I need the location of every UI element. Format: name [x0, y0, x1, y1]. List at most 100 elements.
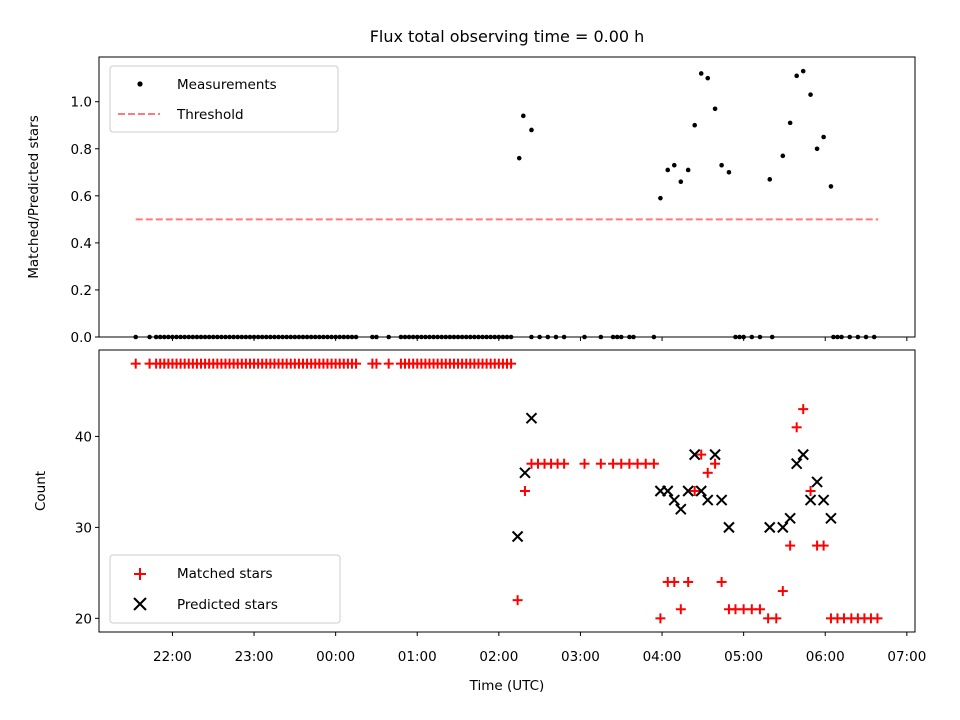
x-tick-label: 22:00: [153, 649, 192, 665]
x-tick-label: 02:00: [479, 649, 518, 665]
predicted-x-b: [511, 530, 524, 543]
x-axis-label: Time (UTC): [469, 678, 545, 694]
measurement-point: [719, 162, 724, 168]
top-y-ticks: 0.0 0.2 0.4 0.6 0.8 1.0: [71, 95, 99, 346]
y-tick-label: 0.4: [71, 236, 92, 252]
legend-threshold-label: Threshold: [176, 107, 244, 123]
measurement-point: [828, 184, 834, 189]
bottom-y-axis-label: Count: [33, 471, 49, 511]
predicted-star-point: [817, 494, 830, 506]
predicted-star-point: [695, 485, 707, 497]
measurement-point: [692, 122, 697, 128]
measurement-point: [698, 71, 704, 76]
measurement-point: [767, 177, 773, 182]
measurement-point: [671, 162, 677, 168]
predicted-x-b: [662, 485, 674, 497]
matched-star-point: [559, 458, 570, 469]
top-legend: Measurements Threshold: [109, 65, 339, 133]
measurement-point: [800, 68, 806, 74]
measurement-point: [808, 92, 813, 97]
measurement-point: [521, 113, 526, 119]
matched-star-point: [689, 486, 700, 496]
predicted-star-point: [723, 521, 735, 534]
matched-star-point: [754, 604, 765, 615]
x-tick-label: 01:00: [398, 649, 437, 665]
matched-star-point: [798, 404, 809, 415]
matched-star-point: [785, 540, 796, 551]
measurement-point: [516, 155, 522, 161]
measurement-point: [794, 73, 799, 79]
predicted-star-point: [668, 494, 680, 506]
matched-star-point: [710, 458, 721, 469]
predicted-star-point: [702, 494, 714, 506]
predicted-star-point: [511, 530, 524, 543]
predicted-x-b: [777, 521, 789, 534]
matched-star-point: [791, 422, 802, 433]
y-tick-label: 1.0: [71, 95, 92, 111]
measurement-point: [678, 179, 684, 185]
legend-measurements-label: Measurements: [177, 77, 277, 93]
predicted-x-b: [688, 448, 701, 461]
predicted-x-b: [804, 494, 817, 506]
matched-star-point: [872, 613, 883, 624]
matched-star-point: [771, 613, 782, 624]
predicted-x-b: [702, 494, 714, 506]
top-marks: [133, 68, 879, 340]
predicted-x-b: [682, 485, 694, 497]
y-tick-label: 40: [75, 429, 92, 445]
matched-star-point: [595, 458, 606, 469]
predicted-x-b: [709, 448, 721, 461]
measurement-point: [787, 120, 793, 126]
legend-measurements-marker: [137, 81, 143, 87]
matched-star-point: [696, 449, 707, 460]
matched-star-point: [383, 358, 394, 369]
predicted-x-b: [764, 521, 776, 534]
measurement-point: [705, 75, 711, 81]
predicted-x-b: [519, 467, 531, 479]
legend-matched-label: Matched stars: [177, 566, 273, 582]
predicted-star-point: [764, 521, 776, 534]
measurement-point: [726, 169, 732, 175]
predicted-star-point: [682, 485, 694, 497]
bottom-x-ticks: 22:00 23:00 00:00 01:00 02:00 03:00 04:00 05:00…: [153, 632, 926, 665]
predicted-star-point: [784, 512, 796, 524]
matched-star-point: [579, 458, 590, 469]
predicted-star-point: [709, 448, 721, 461]
x-tick-label: 23:00: [235, 649, 274, 665]
predicted-x-b: [525, 412, 538, 424]
predicted-x-b: [825, 512, 837, 524]
predicted-x-b: [715, 494, 728, 506]
matched-star-point: [777, 586, 788, 597]
matched-star-point: [675, 604, 686, 615]
predicted-x-b: [723, 521, 735, 534]
predicted-star-point: [675, 503, 687, 515]
matched-star-point: [683, 576, 694, 587]
x-tick-label: 04:00: [643, 649, 682, 665]
x-tick-label: 00:00: [316, 649, 355, 665]
predicted-star-point: [811, 476, 823, 488]
matched-star-point: [130, 358, 141, 369]
top-x-ticks: [171, 337, 908, 341]
predicted-star-point: [797, 448, 809, 461]
predicted-x-b: [668, 494, 680, 506]
predicted-x-b: [784, 512, 796, 524]
y-tick-label: 0.8: [71, 142, 92, 158]
legend-matched-marker: [134, 568, 146, 580]
measurement-point: [712, 106, 718, 112]
predicted-star-point: [790, 458, 803, 470]
measurement-point: [814, 146, 820, 152]
predicted-x-b: [695, 485, 707, 497]
bottom-marks: [130, 358, 883, 624]
matched-star-point: [818, 540, 829, 551]
top-y-axis-label: Matched/Predicted stars: [26, 115, 42, 278]
top-legend-box: [109, 65, 339, 133]
matched-star-point: [371, 358, 382, 369]
x-tick-label: 03:00: [561, 649, 600, 665]
x-tick-label: 07:00: [887, 649, 926, 665]
predicted-star-point: [777, 521, 789, 534]
predicted-star-point: [715, 494, 728, 506]
y-tick-label: 0.2: [71, 283, 92, 299]
matched-star-point: [519, 486, 530, 496]
predicted-star-point: [825, 512, 837, 524]
